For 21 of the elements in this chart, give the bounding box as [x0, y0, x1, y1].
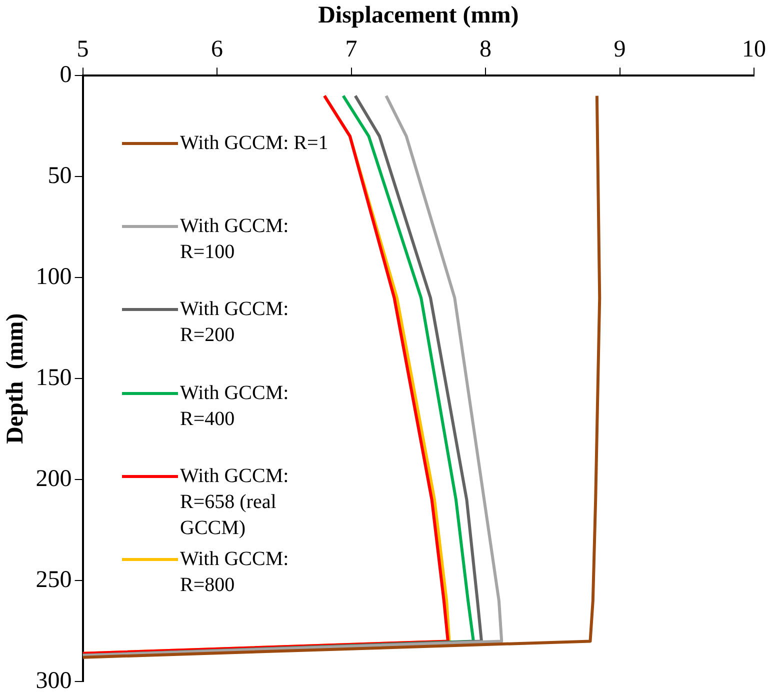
y-tick-label: 0 [60, 62, 72, 88]
legend-label: With GCCM: R=400 [180, 381, 290, 432]
y-tick-label: 200 [36, 466, 72, 492]
y-axis-title: Depth (mm) [2, 313, 29, 444]
x-tick-label: 6 [211, 36, 224, 62]
legend-label: With GCCM: R=658 (real GCCM) [180, 464, 290, 541]
x-tick-label: 7 [345, 36, 358, 62]
y-tick-label: 50 [48, 162, 72, 189]
y-tick-label: 100 [36, 264, 72, 290]
x-tick-label: 10 [742, 36, 766, 62]
legend-label: With GCCM: R=200 [180, 297, 290, 348]
x-axis-title: Displacement (mm) [318, 2, 519, 29]
x-tick-label: 9 [614, 36, 626, 62]
y-tick-label: 150 [36, 364, 72, 391]
x-tick-label: 8 [480, 36, 492, 62]
legend-label: With GCCM: R=800 [180, 547, 290, 598]
legend-label: With GCCM: R=1 [180, 131, 330, 156]
legend-label: With GCCM: R=100 [180, 214, 290, 265]
y-tick-label: 300 [36, 668, 72, 694]
x-tick-label: 5 [76, 36, 89, 62]
y-tick-label: 250 [36, 566, 72, 593]
